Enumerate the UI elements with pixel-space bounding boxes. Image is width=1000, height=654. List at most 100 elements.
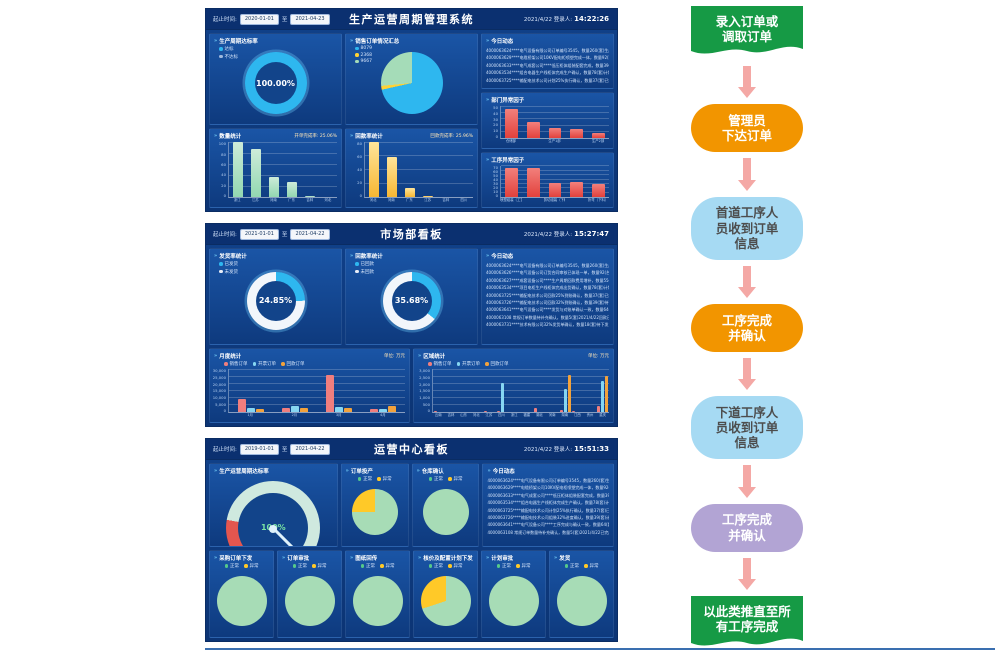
chevrons-icon: » (487, 468, 491, 474)
bar-group (458, 369, 471, 412)
bar (526, 122, 540, 138)
d1-sales_orders-card: » 销售订单情况汇总 8079 2368 9667 (345, 33, 478, 126)
feed-line: 4000063725****输配电技术公司计划25%执行确认，数量37(套)已完… (486, 77, 609, 83)
d3-drawing-title-row: » 图纸回传 (350, 554, 405, 562)
date-to-input[interactable]: 2021-04-23 (290, 13, 330, 25)
d2-monthly-plot-area (228, 368, 405, 413)
feed-line: 4000063534****项目电柜生产线柜体完成出货确认，数量78(套)计划已… (486, 285, 609, 291)
flow-step-text: 工序完成 (721, 312, 772, 328)
feed-line: 4000063731****技术有限公司32%发货单确认，数量18(套)待下发 (486, 322, 609, 328)
y-tick-label: 0 (223, 193, 226, 199)
d2-ship_rate-card: » 发货率统计 已发货 未发货 24.85% (209, 248, 342, 346)
d2-panel-title: 市场部看板 (380, 228, 443, 241)
date-from-input[interactable]: 2019-01-01 (239, 443, 279, 455)
feed-line: 4000063641****电气设备公司****工序完成与确认一致，数量64(套… (487, 522, 609, 528)
bar (559, 409, 563, 412)
y-tick-label: 50 (493, 105, 498, 111)
date-to-input[interactable]: 2021-04-22 (290, 228, 330, 240)
bar (233, 142, 243, 197)
feed-line: 4000063108 常规订单数量待补充确认，数量5(套)2021/4/22回款… (486, 314, 609, 320)
legend-item: 异常 (448, 563, 463, 569)
legend-item: 正常 (360, 563, 375, 569)
legend-dot-icon (292, 564, 296, 568)
y-tick-label: 20 (221, 182, 226, 188)
legend-item: 2368 (355, 53, 372, 58)
d2-payback_rate-donut-hole: 35.68% (391, 280, 432, 321)
date-from-input[interactable]: 2020-01-01 (239, 13, 279, 25)
arrow-shaft (743, 357, 751, 380)
chevrons-icon: » (350, 554, 354, 561)
legend-item: 已回款 (355, 261, 374, 267)
bar-group (559, 369, 572, 412)
y-tick-label: 0 (359, 193, 362, 199)
bar (570, 128, 584, 138)
legend-label: 已回款 (360, 262, 375, 267)
gridline (501, 174, 609, 175)
bar-group (483, 369, 496, 412)
legend-item: 达标 (219, 46, 234, 52)
d3-today-feed-list: 4000063624****电气设备有限公司订单编号3545，数量260(套)生… (487, 477, 609, 543)
bar-group (584, 369, 597, 412)
bar-group (496, 369, 509, 412)
date-to-input[interactable]: 2021-04-22 (290, 443, 330, 455)
y-tick-label: 20,000 (212, 381, 226, 387)
date-range-separator: 至 (281, 447, 288, 453)
legend-dot-icon (496, 564, 500, 568)
x-tick-label: 浙江 (233, 198, 241, 202)
bar (548, 182, 562, 197)
d1-quantity-bars (229, 142, 337, 197)
x-tick-label: 重庆 (599, 413, 607, 417)
d1-quantity-card: » 数量统计 开单完成率: 25.06% 100 80 60 40 20 0 浙江 江苏 河南 广东 吉林… (209, 128, 342, 208)
date-range: 起止时间: 2019-01-01 至 2021-04-22 (213, 443, 330, 455)
y-tick-label: 20 (493, 122, 498, 128)
bar (369, 142, 379, 197)
d1-dept_abnormal-title-row: » 部门异常因子 (486, 96, 609, 104)
d2-regional-title: 区域统计 (423, 354, 446, 361)
bar-group (501, 166, 523, 197)
legend-dot-icon (281, 362, 285, 366)
legend-dot-icon (219, 54, 223, 59)
gridline (433, 368, 609, 370)
bar (247, 407, 255, 412)
y-tick-label: 10 (493, 128, 498, 134)
d2-monthly-title: 月度统计 (219, 354, 242, 361)
date-from-input[interactable]: 2021-01-01 (239, 228, 279, 240)
d1-proc_abnormal-title: 工序异常因子 (491, 157, 525, 164)
d3-ship-pie-chart (556, 576, 607, 627)
gridline (229, 375, 405, 377)
feed-line: 4000063108 常规订单数量待补充确认，数量5(套)2021/4/22已完… (487, 529, 610, 535)
legend-dot-icon (380, 564, 384, 568)
d1-dept_abnormal-plot-area (500, 105, 609, 139)
login-time: 14:22:26 (574, 15, 609, 23)
login-info: 2021/4/22 登录人: 14:22:26 (524, 15, 609, 23)
legend-label: 异常 (453, 563, 463, 569)
d2-monthly-card: » 月度统计 单位: 万元 销售订单 开票订单 回款订单 30,000 25,000 20,00… (209, 348, 410, 423)
y-tick-label: 1,000 (419, 394, 430, 400)
x-tick-label: 浙江 (510, 413, 518, 417)
legend-label: 达标 (224, 47, 234, 52)
bar-group (446, 369, 459, 412)
legend-item: 异常 (516, 563, 531, 569)
chevrons-icon: » (350, 133, 354, 140)
legend-label: 不达标 (224, 54, 239, 60)
legend-label: 2368 (360, 52, 372, 58)
legend-label: 异常 (249, 563, 259, 569)
legend-label: 正常 (502, 563, 511, 569)
legend-label: 正常 (570, 563, 579, 569)
d2-monthly-y-axis: 30,000 25,000 20,000 15,000 10,000 5,000 0 (212, 368, 228, 413)
y-tick-label: 2,500 (419, 374, 430, 380)
gauge-hole (238, 493, 309, 546)
x-tick-label: 河北 (324, 198, 332, 202)
d2-regional-unit-label: 单位: 万元 (588, 354, 609, 360)
d1-proc_abnormal-x-axis: 喷塑组装（工艺） 剪切组装（下料） 折弯（下料） (500, 198, 609, 204)
gridline (501, 169, 609, 171)
bar-group (566, 106, 588, 138)
feed-line: 4000063534****组合电器生产线柜体完成生产确认，数量78(套)计划已… (487, 500, 610, 506)
feed-line: 4000063641****电气设备公司****发货与对账单确认一致，数量64(… (486, 307, 609, 313)
legend-label: 正常 (434, 563, 443, 569)
d1-dept_abnormal-y-axis: 50 40 30 20 10 0 (486, 106, 500, 138)
legend-dot-icon (377, 477, 381, 481)
d3-gauge-gauge-chart: 100% (218, 479, 328, 546)
y-tick-label: 30,000 (212, 368, 226, 374)
